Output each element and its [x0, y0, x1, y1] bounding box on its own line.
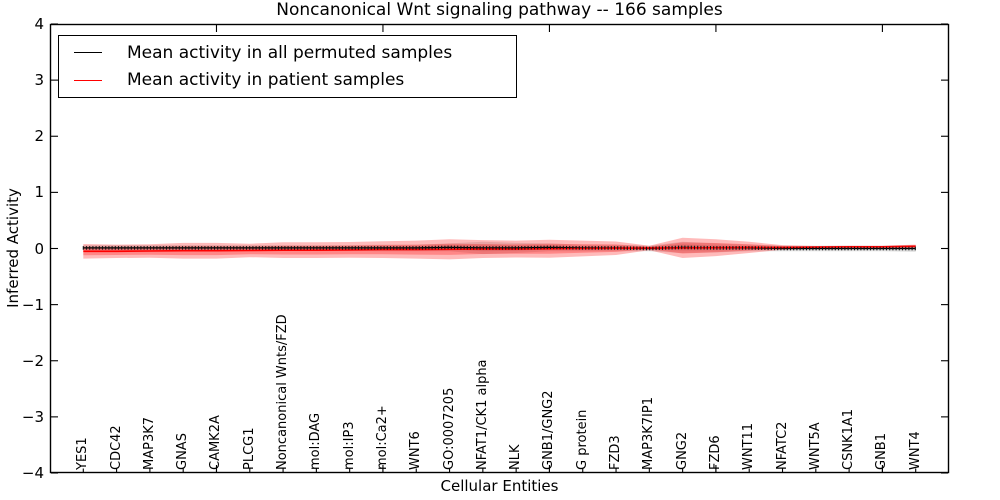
y-tick-label: −1 [21, 295, 44, 314]
x-entity-label: MAP3K7IP1 [641, 397, 657, 470]
x-entity-label: mol:DAG [308, 412, 324, 470]
y-tick-label: 1 [34, 183, 44, 202]
axes-frame [49, 23, 950, 474]
x-entity-label: GNAS [175, 433, 191, 470]
x-entity-label: CAMK2A [208, 415, 224, 470]
x-entity-label: YES1 [75, 437, 91, 470]
x-entity-label: GNB1 [874, 433, 890, 470]
legend-label-permuted: Mean activity in all permuted samples [127, 42, 453, 63]
patient-line-sample-icon [74, 79, 102, 81]
y-tick-label: −2 [21, 351, 44, 370]
x-entity-label: FZD3 [608, 435, 624, 470]
x-entity-label: NFATC2 [774, 421, 790, 470]
x-entity-label: mol:Ca2+ [374, 405, 390, 470]
sample-marker-ticks [82, 245, 916, 251]
legend-entry-permuted: Mean activity in all permuted samples [59, 40, 516, 66]
x-entity-label: mol:IP3 [341, 421, 357, 470]
x-entity-label: Noncanonical Wnts/FZD [275, 314, 291, 470]
x-entity-label: GNB1/GNG2 [541, 390, 557, 470]
x-entity-label: G protein [574, 409, 590, 470]
x-axis-label: Cellular Entities [440, 477, 559, 495]
y-tick-label: 3 [34, 71, 44, 90]
x-entity-label: GO:0007205 [441, 387, 457, 470]
x-entity-label: WNT6 [408, 431, 424, 470]
y-tick-label: 0 [34, 239, 44, 258]
x-entity-label: FZD6 [707, 435, 723, 470]
x-entity-label: WNT4 [907, 431, 923, 470]
x-entity-label: PLCG1 [241, 427, 257, 470]
x-entity-label: CSNK1A1 [841, 408, 857, 470]
y-tick-label: −3 [21, 407, 44, 426]
x-entity-label: WNT5A [807, 422, 823, 470]
x-entity-label: NFAT1/CK1 alpha [474, 359, 490, 470]
legend-label-patient: Mean activity in patient samples [127, 70, 405, 91]
y-tick-label: 2 [34, 127, 44, 146]
x-entity-label: MAP3K7 [141, 416, 157, 470]
legend: Mean activity in all permuted samples Me… [58, 35, 517, 98]
x-entity-label: NLK [508, 444, 524, 471]
x-entity-label: WNT11 [741, 422, 757, 470]
permuted-line-sample-icon [74, 52, 102, 54]
y-tick-label: 4 [34, 15, 44, 33]
legend-entry-patient: Mean activity in patient samples [59, 67, 516, 93]
y-tick-label: −4 [21, 464, 44, 482]
x-entity-label: CDC42 [108, 425, 124, 470]
chart-title: Noncanonical Wnt signaling pathway -- 16… [276, 0, 723, 20]
x-entity-label: GNG2 [674, 431, 690, 470]
